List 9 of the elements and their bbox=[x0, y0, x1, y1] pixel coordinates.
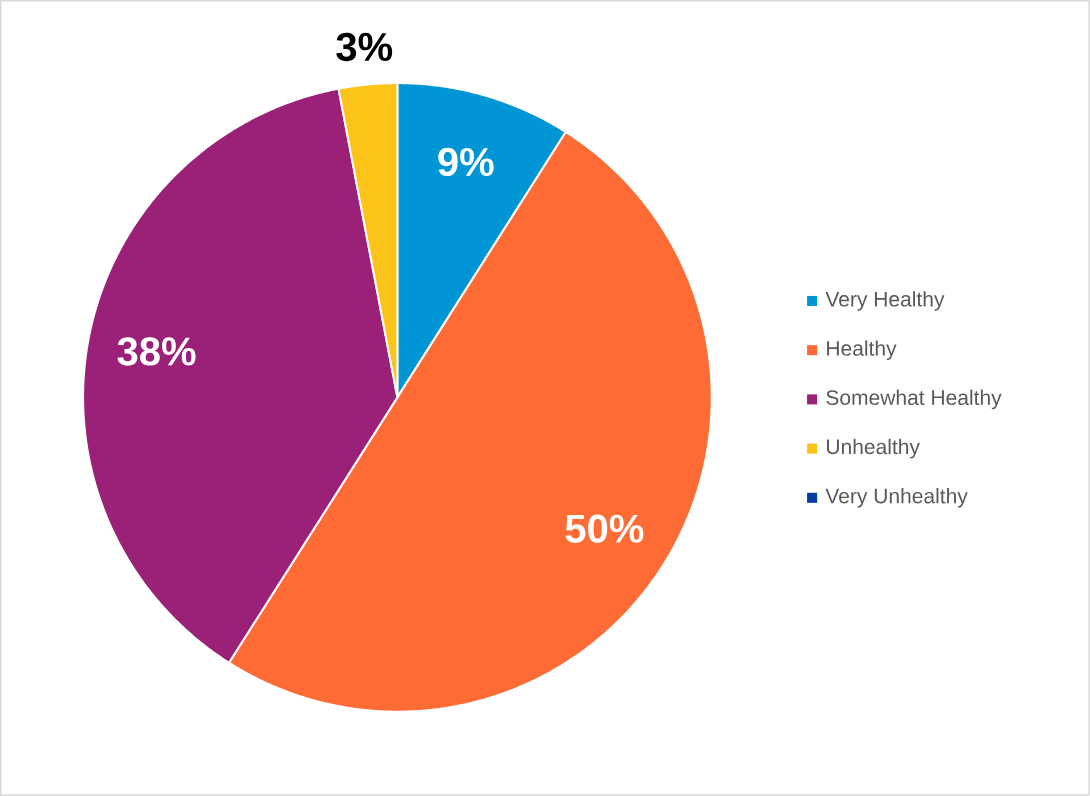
data-label: 3% bbox=[336, 32, 393, 62]
data-label: 38% bbox=[117, 337, 196, 366]
data-label: 50% bbox=[565, 514, 644, 544]
data-label: 9% bbox=[438, 147, 494, 177]
legend-label: Healthy bbox=[827, 340, 897, 361]
legend-label: Unhealthy bbox=[826, 438, 920, 459]
legend-label: Somewhat Healthy bbox=[826, 389, 1002, 410]
legend-label: Very Healthy bbox=[825, 291, 945, 311]
legend-label: Very Unhealthy bbox=[825, 488, 968, 508]
